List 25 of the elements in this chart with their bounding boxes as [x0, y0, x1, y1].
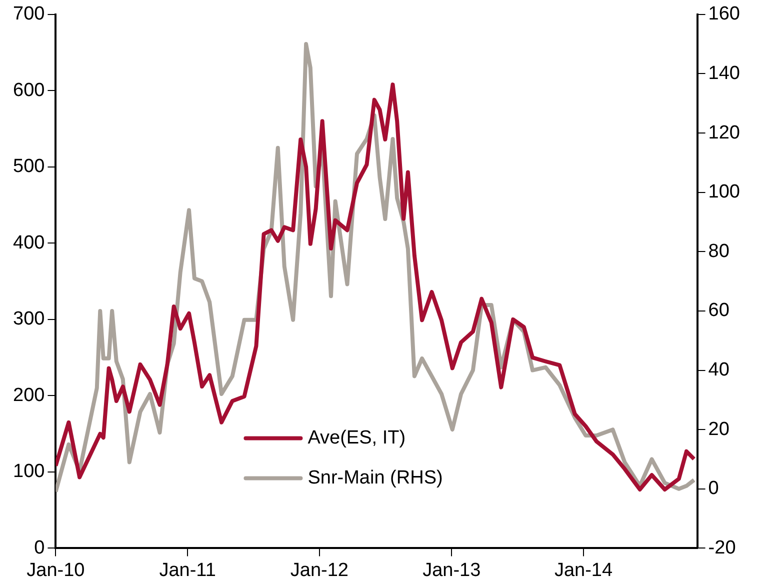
y-tick-label: 200 — [13, 384, 45, 406]
legend-label: Snr-Main (RHS) — [308, 467, 443, 488]
y-tick-label: 100 — [13, 461, 45, 482]
y2-tick-label: 60 — [708, 300, 730, 322]
x-tick-label: Jan-13 — [422, 560, 481, 581]
y2-tick-label: 0 — [708, 478, 719, 500]
y2-tick-label: 160 — [708, 4, 740, 25]
x-tick-label: Jan-12 — [290, 560, 348, 581]
y-tick-label: 600 — [13, 80, 45, 101]
y2-tick-label: 140 — [708, 62, 740, 84]
y2-tick-label: 100 — [708, 182, 740, 203]
x-tick-label: Jan-11 — [159, 560, 216, 581]
y2-tick-label: 20 — [708, 418, 730, 440]
x-tick-label: Jan-10 — [26, 560, 85, 581]
y2-tick-label: 80 — [708, 240, 730, 262]
y2-tick-label: 120 — [708, 122, 740, 144]
y-tick-label: 400 — [13, 232, 45, 254]
y-tick-label: 0 — [34, 537, 45, 558]
x-tick-label: Jan-14 — [554, 560, 613, 581]
y-tick-label: 700 — [13, 4, 45, 25]
y2-tick-label: -20 — [708, 537, 736, 558]
y-tick-label: 300 — [13, 308, 45, 330]
y2-tick-label: 40 — [708, 360, 730, 380]
y-tick-label: 500 — [13, 156, 45, 178]
legend-label: Ave(ES, IT) — [308, 427, 406, 448]
